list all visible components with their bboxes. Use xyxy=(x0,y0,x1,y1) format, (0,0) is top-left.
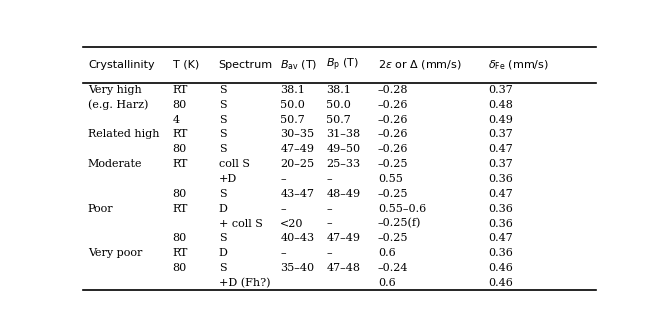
Text: 80: 80 xyxy=(173,263,187,273)
Text: S: S xyxy=(218,189,226,199)
Text: D: D xyxy=(218,248,228,258)
Text: –0.26: –0.26 xyxy=(378,100,408,110)
Text: 0.36: 0.36 xyxy=(488,248,513,258)
Text: 0.47: 0.47 xyxy=(488,233,513,243)
Text: 0.48: 0.48 xyxy=(488,100,513,110)
Text: –0.25: –0.25 xyxy=(378,189,408,199)
Text: –: – xyxy=(326,174,332,184)
Text: 0.37: 0.37 xyxy=(488,130,513,139)
Text: 0.37: 0.37 xyxy=(488,85,513,95)
Text: 0.55–0.6: 0.55–0.6 xyxy=(378,204,426,214)
Text: 47–49: 47–49 xyxy=(280,144,314,154)
Text: T (K): T (K) xyxy=(173,60,199,70)
Text: 25–33: 25–33 xyxy=(326,159,361,169)
Text: 50.7: 50.7 xyxy=(326,114,352,125)
Text: –0.26: –0.26 xyxy=(378,144,408,154)
Text: Moderate: Moderate xyxy=(88,159,142,169)
Text: 80: 80 xyxy=(173,144,187,154)
Text: 48–49: 48–49 xyxy=(326,189,361,199)
Text: 38.1: 38.1 xyxy=(280,85,305,95)
Text: Poor: Poor xyxy=(88,204,113,214)
Text: –0.26: –0.26 xyxy=(378,114,408,125)
Text: 38.1: 38.1 xyxy=(326,85,352,95)
Text: 0.6: 0.6 xyxy=(378,278,395,288)
Text: $\delta_{\rm Fe}$ (mm/s): $\delta_{\rm Fe}$ (mm/s) xyxy=(488,58,549,72)
Text: 0.55: 0.55 xyxy=(378,174,402,184)
Text: S: S xyxy=(218,263,226,273)
Text: 0.47: 0.47 xyxy=(488,144,513,154)
Text: 50.0: 50.0 xyxy=(326,100,352,110)
Text: –0.25: –0.25 xyxy=(378,159,408,169)
Text: –: – xyxy=(326,248,332,258)
Text: +D (Fh?): +D (Fh?) xyxy=(218,278,270,288)
Text: –0.26: –0.26 xyxy=(378,130,408,139)
Text: –0.28: –0.28 xyxy=(378,85,408,95)
Text: (e.g. Harz): (e.g. Harz) xyxy=(88,99,148,110)
Text: S: S xyxy=(218,233,226,243)
Text: <20: <20 xyxy=(280,218,304,229)
Text: –0.25(f): –0.25(f) xyxy=(378,218,421,229)
Text: S: S xyxy=(218,100,226,110)
Text: +D: +D xyxy=(218,174,237,184)
Text: –: – xyxy=(326,218,332,229)
Text: RT: RT xyxy=(173,248,188,258)
Text: + coll S: + coll S xyxy=(218,218,263,229)
Text: coll S: coll S xyxy=(218,159,250,169)
Text: 0.37: 0.37 xyxy=(488,159,513,169)
Text: 49–50: 49–50 xyxy=(326,144,361,154)
Text: 80: 80 xyxy=(173,233,187,243)
Text: –0.25: –0.25 xyxy=(378,233,408,243)
Text: 0.36: 0.36 xyxy=(488,204,513,214)
Text: Very high: Very high xyxy=(88,85,142,95)
Text: S: S xyxy=(218,130,226,139)
Text: RT: RT xyxy=(173,85,188,95)
Text: 0.46: 0.46 xyxy=(488,278,513,288)
Text: Related high: Related high xyxy=(88,130,160,139)
Text: 47–48: 47–48 xyxy=(326,263,360,273)
Text: 0.36: 0.36 xyxy=(488,174,513,184)
Text: –: – xyxy=(280,174,286,184)
Text: 40–43: 40–43 xyxy=(280,233,314,243)
Text: RT: RT xyxy=(173,130,188,139)
Text: 0.46: 0.46 xyxy=(488,263,513,273)
Text: 0.49: 0.49 xyxy=(488,114,513,125)
Text: 50.7: 50.7 xyxy=(280,114,305,125)
Text: $2\varepsilon$ or $\Delta$ (mm/s): $2\varepsilon$ or $\Delta$ (mm/s) xyxy=(378,58,461,71)
Text: –: – xyxy=(326,204,332,214)
Text: 20–25: 20–25 xyxy=(280,159,314,169)
Text: 80: 80 xyxy=(173,100,187,110)
Text: 0.6: 0.6 xyxy=(378,248,395,258)
Text: Crystallinity: Crystallinity xyxy=(88,60,154,70)
Text: 0.36: 0.36 xyxy=(488,218,513,229)
Text: S: S xyxy=(218,144,226,154)
Text: $B_{\rm av}$ (T): $B_{\rm av}$ (T) xyxy=(280,58,318,72)
Text: $B_{\rm p}$ (T): $B_{\rm p}$ (T) xyxy=(326,57,359,73)
Text: 4: 4 xyxy=(173,114,179,125)
Text: D: D xyxy=(218,204,228,214)
Text: RT: RT xyxy=(173,204,188,214)
Text: 35–40: 35–40 xyxy=(280,263,314,273)
Text: 43–47: 43–47 xyxy=(280,189,314,199)
Text: Spectrum: Spectrum xyxy=(218,60,273,70)
Text: –: – xyxy=(280,204,286,214)
Text: S: S xyxy=(218,85,226,95)
Text: S: S xyxy=(218,114,226,125)
Text: –0.24: –0.24 xyxy=(378,263,408,273)
Text: –: – xyxy=(280,248,286,258)
Text: 30–35: 30–35 xyxy=(280,130,314,139)
Text: 47–49: 47–49 xyxy=(326,233,360,243)
Text: 31–38: 31–38 xyxy=(326,130,361,139)
Text: Very poor: Very poor xyxy=(88,248,142,258)
Text: 50.0: 50.0 xyxy=(280,100,305,110)
Text: 0.47: 0.47 xyxy=(488,189,513,199)
Text: RT: RT xyxy=(173,159,188,169)
Text: 80: 80 xyxy=(173,189,187,199)
